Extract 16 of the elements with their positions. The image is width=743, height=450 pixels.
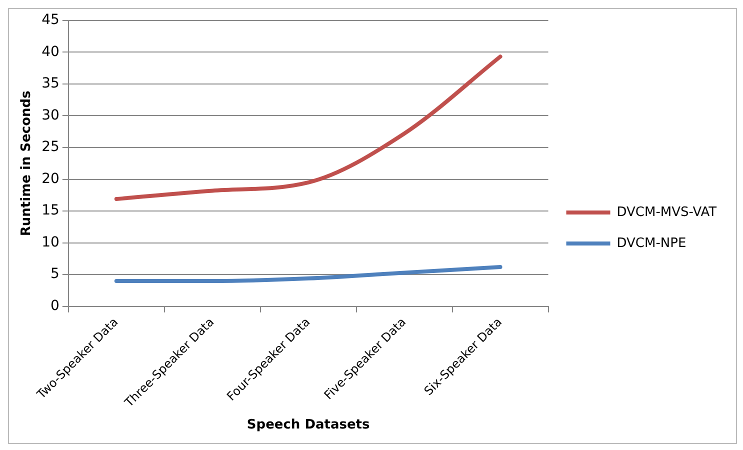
y-axis-title: Runtime in Seconds <box>19 90 34 236</box>
y-tick-label: 5 <box>50 266 60 282</box>
y-tick-label: 30 <box>42 107 60 124</box>
x-axis-title: Speech Datasets <box>246 418 370 433</box>
y-tick-label: 25 <box>42 139 60 156</box>
line-series <box>114 54 502 201</box>
y-tick-label: 40 <box>42 44 60 60</box>
y-tick-label: 0 <box>50 298 60 314</box>
y-tick-label: 35 <box>42 76 60 92</box>
y-tick-label: 20 <box>42 170 60 187</box>
legend-label: DVCM-NPE <box>616 236 686 251</box>
y-tick-label: 45 <box>42 12 60 28</box>
line-series <box>114 264 502 283</box>
y-tick-label: 15 <box>42 202 60 219</box>
y-tick-label: 10 <box>42 234 60 250</box>
legend-label: DVCM-MVS-VAT <box>616 204 717 220</box>
